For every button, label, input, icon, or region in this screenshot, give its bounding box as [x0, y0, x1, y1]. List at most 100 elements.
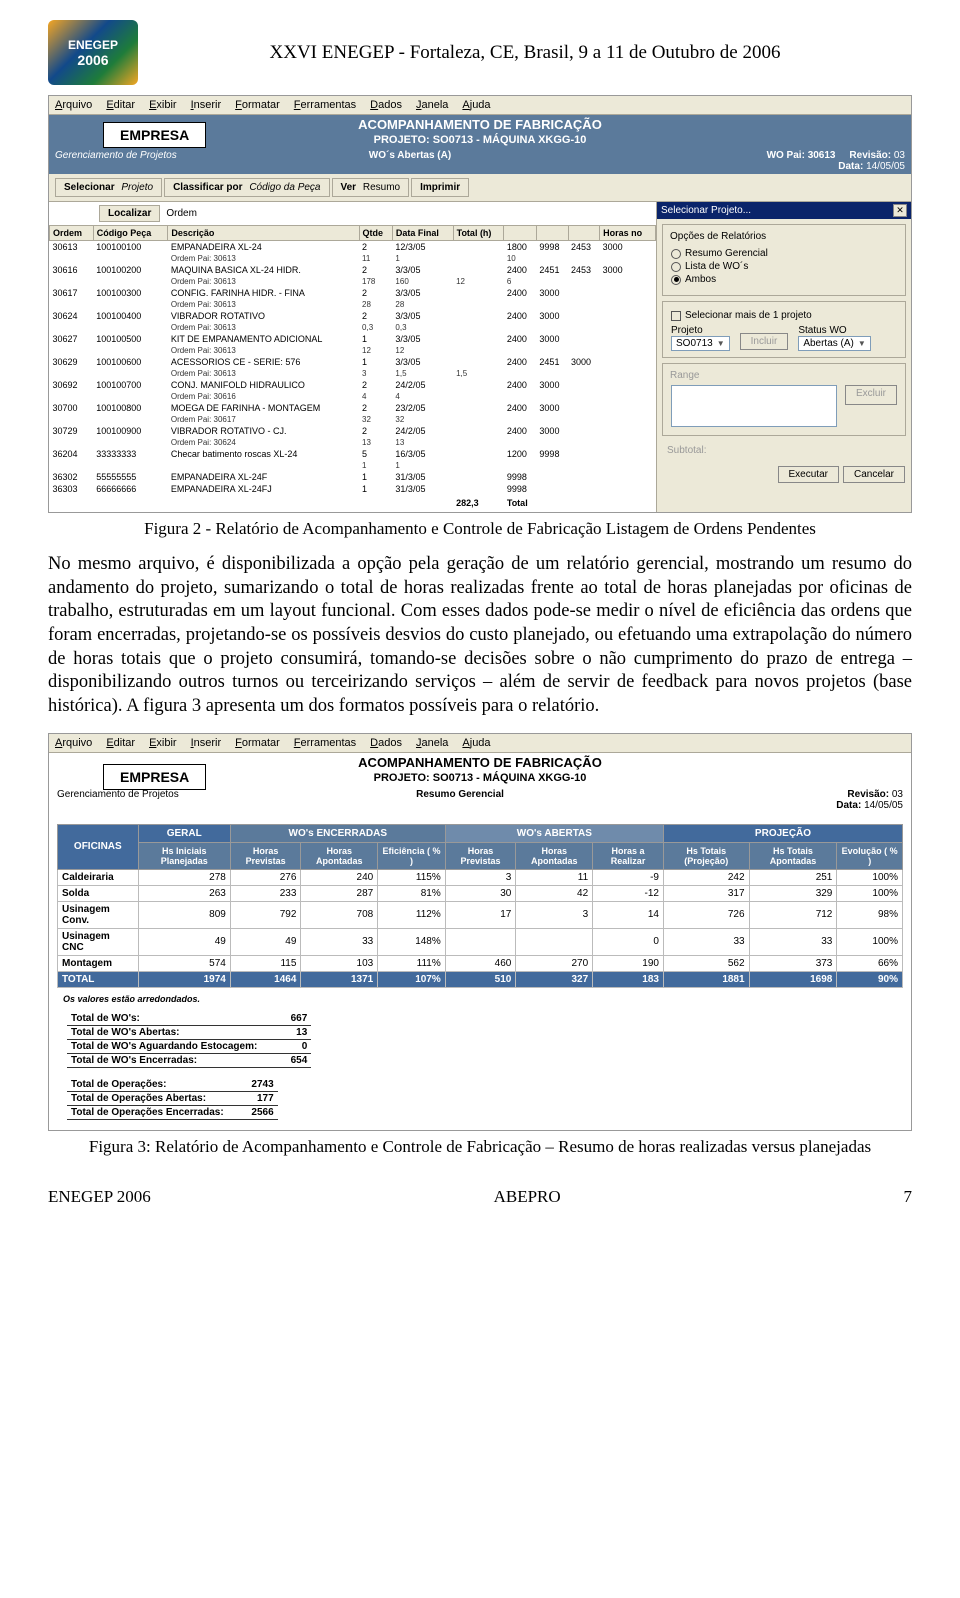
group-projecao: PROJEÇÃO — [663, 824, 902, 842]
wo-abertas-label: WO´s Abertas (A) — [195, 150, 625, 172]
totals-row: Total de WO's Abertas:13 — [67, 1025, 311, 1039]
menu-janela[interactable]: Janela — [416, 99, 448, 111]
menu-editar[interactable]: Editar — [106, 737, 135, 749]
dialog-pane: Selecionar Projeto... ✕ Opções de Relató… — [656, 202, 911, 512]
header-meta: WO Pai: 30613 Revisão: 03 Data: 14/05/05 — [625, 150, 905, 172]
resumo-row: Usinagem CNC494933148%03333100% — [58, 928, 903, 955]
table-row[interactable]: 30627100100500KIT DE EMPANAMENTO ADICION… — [50, 333, 656, 345]
totals-row: Total de Operações:2743 — [67, 1078, 278, 1092]
table-subrow: Ordem Pai: 306130,30,3 — [50, 322, 656, 333]
resumo-row: Usinagem Conv.809792708112%1731472671298… — [58, 901, 903, 928]
menu-dados[interactable]: Dados — [370, 737, 402, 749]
table-subrow: Ordem Pai: 3061644 — [50, 391, 656, 402]
dialog-title: Selecionar Projeto... — [661, 205, 751, 216]
table-row[interactable]: 30613100100100EMPANADEIRA XL-24212/3/051… — [50, 241, 656, 254]
table-row[interactable]: 30729100100900VIBRADOR ROTATIVO - CJ.224… — [50, 425, 656, 437]
menu-editar[interactable]: Editar — [106, 99, 135, 111]
menu-ferramentas[interactable]: Ferramentas — [294, 99, 356, 111]
multi-project-checkbox[interactable] — [671, 311, 681, 321]
table-subrow: Ordem Pai: 3061331,51,5 — [50, 368, 656, 379]
radio-option[interactable] — [671, 275, 681, 285]
imprimir-button[interactable]: Imprimir — [411, 178, 469, 197]
dialog-titlebar: Selecionar Projeto... ✕ — [657, 202, 911, 219]
orders-pane: Localizar Ordem OrdemCódigo PeçaDescriçã… — [49, 202, 656, 512]
totals-row: Total de Operações Abertas:177 — [67, 1091, 278, 1105]
logo-year: 2006 — [77, 53, 108, 67]
table-row[interactable]: 3630255555555EMPANADEIRA XL-24F131/3/059… — [50, 471, 656, 483]
menu-exibir[interactable]: Exibir — [149, 99, 177, 111]
cancelar-button[interactable]: Cancelar — [843, 466, 905, 483]
table-row[interactable]: 30692100100700CONJ. MANIFOLD HIDRAULICO2… — [50, 379, 656, 391]
menu-formatar[interactable]: Formatar — [235, 737, 280, 749]
resumo-gerencial-label: Resumo Gerencial — [217, 789, 703, 811]
paragraph-1: No mesmo arquivo, é disponibilizada a op… — [48, 553, 912, 719]
gerenciamento-label: Gerenciamento de Projetos — [55, 150, 195, 172]
figure2-caption: Figura 2 - Relatório de Acompanhamento e… — [48, 519, 912, 539]
executar-button[interactable]: Executar — [778, 466, 839, 483]
classificar-button[interactable]: Classificar por Código da Peça — [164, 178, 329, 197]
ver-resumo-button[interactable]: Ver Resumo — [332, 178, 410, 197]
total-value: 282,3 — [453, 495, 504, 509]
resumo-row: Caldeiraria278276240115%311-9242251100% — [58, 869, 903, 885]
resumo-row: Solda26323328781%3042-12317329100% — [58, 885, 903, 901]
enegep-logo: ENEGEP 2006 — [48, 20, 138, 85]
menu-bar: Arquivo Editar Exibir Inserir Formatar Ferram… — [49, 96, 911, 115]
radio-option[interactable] — [671, 249, 681, 259]
table-row[interactable]: 30617100100300CONFIG. FARINHA HIDR. - FI… — [50, 287, 656, 299]
radio-label: Lista de WO´s — [685, 261, 748, 272]
footer-left: ENEGEP 2006 — [48, 1187, 151, 1207]
menu-inserir[interactable]: Inserir — [191, 737, 222, 749]
subtotal-label: Subtotal: — [657, 441, 911, 460]
incluir-button[interactable]: Incluir — [740, 333, 789, 350]
menu-ferramentas[interactable]: Ferramentas — [294, 737, 356, 749]
menu-ajuda[interactable]: Ajuda — [462, 737, 490, 749]
table-row[interactable]: 30616100100200MAQUINA BASICA XL-24 HIDR.… — [50, 264, 656, 276]
menu-formatar[interactable]: Formatar — [235, 99, 280, 111]
totals-row: Total de Operações Encerradas:2566 — [67, 1105, 278, 1119]
table-row[interactable]: 30624100100400VIBRADOR ROTATIVO23/3/0524… — [50, 310, 656, 322]
group-encerradas: WO's ENCERRADAS — [230, 824, 445, 842]
menu-janela[interactable]: Janela — [416, 737, 448, 749]
table-row[interactable]: 30629100100600ACESSORIOS CE - SERIE: 576… — [50, 356, 656, 368]
header-title: XXVI ENEGEP - Fortaleza, CE, Brasil, 9 a… — [138, 42, 912, 64]
menu-arquivo[interactable]: Arquivo — [55, 737, 92, 749]
menu-exibir[interactable]: Exibir — [149, 737, 177, 749]
table-subrow: Ordem Pai: 306241313 — [50, 437, 656, 448]
figure3-caption: Figura 3: Relatório de Acompanhamento e … — [48, 1137, 912, 1157]
status-label: Status WO — [798, 325, 871, 336]
group-geral: GERAL — [138, 824, 230, 842]
radio-label: Ambos — [685, 274, 716, 285]
resumo-total-row: TOTAL197414641371107%5103271831881169890… — [58, 971, 903, 987]
header-meta-2: Revisão: 03 Data: 14/05/05 — [703, 789, 903, 811]
menu-dados[interactable]: Dados — [370, 99, 402, 111]
table-row[interactable]: 30700100100800MOEGA DE FARINHA - MONTAGE… — [50, 402, 656, 414]
localizar-button[interactable]: Localizar — [99, 205, 160, 222]
screenshot1: Arquivo Editar Exibir Inserir Formatar Ferram… — [48, 95, 912, 513]
fieldset-legend: Opções de Relatórios — [667, 231, 769, 242]
selecionar-button[interactable]: Selecionar Projeto — [55, 178, 162, 197]
menu-bar-2: Arquivo Editar Exibir Inserir Formatar Ferram… — [49, 734, 911, 753]
totals-row: Total de WO's Encerradas:654 — [67, 1053, 311, 1067]
toolbar: Selecionar Projeto Classificar por Códig… — [49, 174, 911, 202]
page-header: ENEGEP 2006 XXVI ENEGEP - Fortaleza, CE,… — [48, 20, 912, 85]
chevron-down-icon: ▼ — [858, 339, 866, 348]
project-status-row: Gerenciamento de Projetos WO´s Abertas (… — [49, 148, 911, 174]
close-icon[interactable]: ✕ — [893, 204, 907, 217]
table-subrow: Ordem Pai: 306132828 — [50, 299, 656, 310]
status-combo[interactable]: Abertas (A)▼ — [798, 336, 871, 351]
radio-label: Resumo Gerencial — [685, 248, 768, 259]
excluir-button[interactable]: Excluir — [845, 385, 897, 405]
range-listbox[interactable] — [671, 385, 837, 427]
projeto-combo[interactable]: SO0713▼ — [671, 336, 730, 351]
empresa-box: EMPRESA — [103, 122, 206, 148]
table-row[interactable]: 3630366666666EMPANADEIRA XL-24FJ131/3/05… — [50, 483, 656, 495]
footer-right: 7 — [903, 1187, 912, 1207]
total-label: Total — [504, 495, 537, 509]
menu-arquivo[interactable]: Arquivo — [55, 99, 92, 111]
table-row[interactable]: 3620433333333Checar batimento roscas XL-… — [50, 448, 656, 460]
localizar-label: Ordem — [166, 208, 197, 219]
radio-option[interactable] — [671, 262, 681, 272]
menu-ajuda[interactable]: Ajuda — [462, 99, 490, 111]
screenshot2: Arquivo Editar Exibir Inserir Formatar Ferram… — [48, 733, 912, 1131]
menu-inserir[interactable]: Inserir — [191, 99, 222, 111]
